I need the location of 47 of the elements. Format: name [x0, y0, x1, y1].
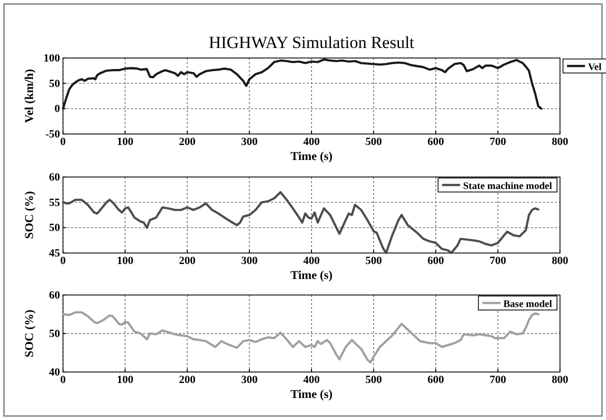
- x-tick-label: 400: [303, 374, 320, 386]
- x-tick-label: 500: [365, 136, 382, 148]
- x-tick-label: 100: [116, 374, 134, 386]
- y-axis-title: SOC (%): [22, 310, 36, 358]
- x-tick-label: 200: [179, 374, 196, 386]
- x-tick-label: 700: [490, 254, 507, 267]
- chart-title: HIGHWAY Simulation Result: [208, 33, 415, 52]
- x-tick-label: 300: [241, 254, 258, 267]
- y-tick-label: 45: [49, 248, 60, 260]
- y-axis-title: SOC (%): [22, 191, 36, 239]
- x-tick-label: 800: [552, 136, 569, 148]
- x-tick-label: 600: [428, 136, 444, 148]
- x-axis-title: Time (s): [290, 268, 333, 282]
- legend-label: Base model: [503, 299, 552, 310]
- x-tick-label: 800: [552, 374, 569, 386]
- y-tick-label: 100: [44, 52, 60, 65]
- x-tick-label: 800: [552, 254, 569, 267]
- y-tick-label: 40: [49, 366, 60, 379]
- x-tick-label: 300: [241, 374, 258, 386]
- y-axis-title: Vel (km/h): [22, 69, 36, 123]
- y-tick-label: 55: [49, 196, 60, 209]
- legend-label: State machine model: [463, 181, 552, 192]
- y-tick-label: 50: [49, 328, 60, 340]
- x-tick-label: 200: [179, 136, 196, 148]
- y-tick-label: 50: [49, 78, 60, 90]
- line-series: [62, 58, 542, 110]
- y-tick-label: 0: [54, 103, 60, 116]
- x-tick-label: 400: [303, 136, 320, 148]
- x-tick-label: 200: [179, 254, 196, 267]
- x-tick-label: 300: [241, 136, 258, 148]
- x-axis-title: Time (s): [290, 387, 333, 401]
- x-tick-label: 100: [116, 136, 134, 148]
- x-tick-label: 600: [428, 374, 444, 386]
- x-tick-label: 700: [490, 374, 507, 386]
- x-tick-label: 500: [365, 254, 382, 267]
- y-tick-label: 60: [49, 172, 60, 184]
- x-tick-label: 600: [428, 254, 444, 267]
- x-axis-title: Time (s): [290, 149, 333, 163]
- legend-label: Vel: [588, 62, 602, 73]
- x-tick-label: 400: [303, 254, 320, 267]
- x-tick-label: 700: [490, 136, 507, 148]
- x-tick-label: 100: [116, 254, 134, 267]
- y-tick-label: 60: [49, 290, 60, 302]
- y-tick-label: 50: [49, 222, 60, 234]
- y-tick-label: -50: [45, 128, 60, 141]
- x-tick-label: 500: [365, 374, 382, 386]
- line-series: [62, 311, 540, 364]
